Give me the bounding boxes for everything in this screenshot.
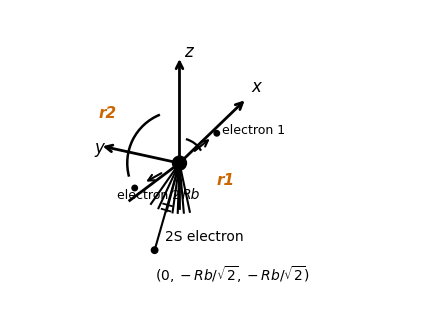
Circle shape (173, 156, 187, 170)
Circle shape (132, 185, 137, 191)
Text: r1: r1 (217, 173, 235, 188)
Text: r2: r2 (98, 106, 116, 121)
Circle shape (214, 130, 220, 136)
Text: z: z (184, 43, 193, 61)
Text: 2S electron: 2S electron (165, 230, 243, 244)
Text: x: x (252, 78, 261, 96)
Text: electron 1: electron 1 (222, 124, 285, 137)
Text: y: y (95, 139, 105, 157)
Text: electron 2: electron 2 (117, 189, 181, 202)
Text: Rb: Rb (182, 188, 201, 203)
Text: $(0, -Rb/\sqrt{2}, -Rb/\sqrt{2})$: $(0, -Rb/\sqrt{2}, -Rb/\sqrt{2})$ (155, 264, 310, 285)
Circle shape (151, 247, 158, 254)
